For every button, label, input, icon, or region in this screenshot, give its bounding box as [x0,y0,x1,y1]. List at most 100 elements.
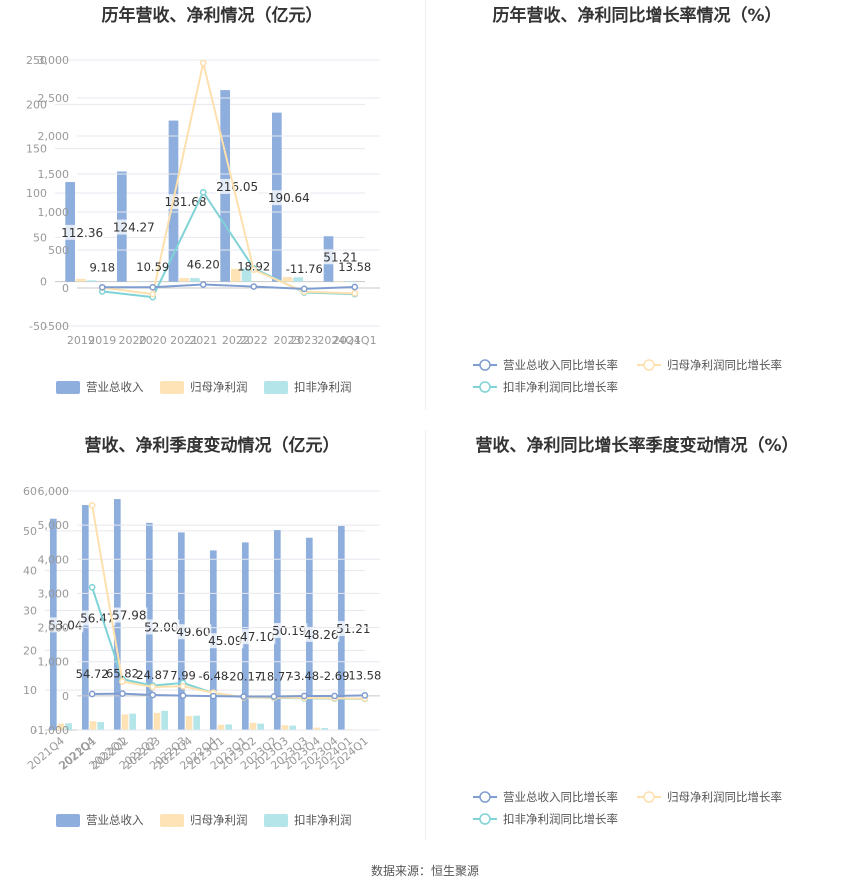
x-tick-label: 2022 [222,334,250,347]
panel-divider [425,430,426,840]
data-label: -20.17 [225,670,262,684]
x-tick-label: 2020 [139,334,167,347]
data-label: -3.48 [289,669,319,683]
legend-item: 归母净利润同比增长率 [637,358,782,372]
series-point [199,281,207,288]
series-point [119,678,126,685]
legend-item: 营业总收入 [56,380,144,394]
y-tick-label: 250 [26,54,47,67]
bar [161,710,169,730]
legend-swatch-marker [479,381,491,393]
y-tick-label: 3,000 [38,54,70,67]
data-label-bg [271,623,308,639]
y-tick-label: 1,000 [38,656,70,669]
legend-label: 营业总收入同比增长率 [503,790,618,804]
x-tick-label: 2024Q1 [333,334,377,347]
bar [225,724,233,730]
bar [249,722,257,730]
data-label: 216.05 [216,180,258,194]
bar [334,281,345,282]
bar [89,721,97,730]
series-point [210,692,217,700]
bar [345,281,355,283]
data-label: 48.26 [304,628,338,642]
legend-item: 扣非净利润 [264,813,352,827]
legend-item: 扣非净利润 [264,380,352,394]
data-label: 46.20 [187,257,220,271]
data-label: 13.58 [338,260,371,274]
legend-item: 归母净利润 [160,380,248,394]
x-tick-label: 2023 [290,334,318,347]
bar [190,278,200,282]
legend-label: 归母净利润 [190,380,248,394]
y-tick-label: 2,000 [38,130,70,143]
line-series-1 [88,690,369,700]
bar [241,268,252,282]
data-label: 18.92 [237,260,270,274]
legend-item: 营业总收入同比增长率 [473,358,618,372]
legend-item: 归母净利润同比增长率 [637,790,782,804]
series-line [102,62,355,296]
data-label: 9.18 [89,260,115,274]
series-point [199,59,207,67]
data-label: 51.21 [323,250,357,264]
data-label: -2.69 [320,669,350,683]
data-label-bg [303,626,340,642]
y-tick-label: 0 [30,724,37,737]
bar [153,712,161,730]
bar [281,725,289,730]
bar [75,278,86,282]
legend-swatch [264,381,288,394]
legend: 营业总收入 归母净利润 扣非净利润 [56,380,352,394]
y-tick-label: 100 [26,187,47,200]
chart-title: 营收、净利季度变动情况（亿元） [85,435,340,456]
data-label-bg [111,607,148,623]
bar [321,728,329,730]
bar [65,723,73,730]
legend-label: 归母净利润 [190,813,248,827]
series-point [88,690,96,698]
data-label: 50.19 [272,624,306,638]
data-label-bg [207,633,244,649]
data-label-bg [47,617,84,633]
series-point [199,188,207,196]
y-tick-label: -50 [29,320,47,333]
legend-swatch [56,814,80,827]
data-label: 65.82 [106,667,139,681]
data-label: 51.21 [336,622,370,636]
bar [185,716,193,730]
legend-swatch-marker [479,359,491,371]
series-point [149,290,157,298]
data-label-bg [215,178,259,194]
y-tick-label: 1,500 [38,168,70,181]
chart-title: 历年营收、净利同比增长率情况（%） [492,5,781,26]
x-tick-label: 2022 [240,334,268,347]
series-point [119,690,126,697]
bar [293,277,304,282]
series-point [179,682,187,690]
bar [97,722,105,730]
series-point [361,692,369,699]
y-tick-label: 4,000 [38,553,70,566]
series-point [149,283,157,291]
y-tick-label: 50 [33,231,47,244]
data-label: -11.76 [286,262,323,276]
legend-label: 营业总收入 [86,813,144,827]
data-label: -6.48 [198,669,228,683]
data-label-bg [79,610,116,626]
annual-revenue-profit-chart: 历年营收、净利情况（亿元） -50 0 50 100 150 200 250 2019 2020 2… [0,0,425,430]
series-point [351,283,359,291]
line-series-2 [98,59,359,298]
legend-label: 归母净利润同比增长率 [667,790,782,804]
x-tick-label: 2023 [274,334,302,347]
bar [86,280,97,282]
x-tick-label: 2019 [88,334,116,347]
data-label-bg [112,219,156,235]
legend-swatch [56,381,80,394]
series-point [240,693,247,700]
line-series-1 [98,281,359,293]
data-label: 56.47 [80,612,114,626]
y-gridlines: -1,000 0 1,000 2,000 3,000 4,000 5,000 6,000 [34,485,380,737]
